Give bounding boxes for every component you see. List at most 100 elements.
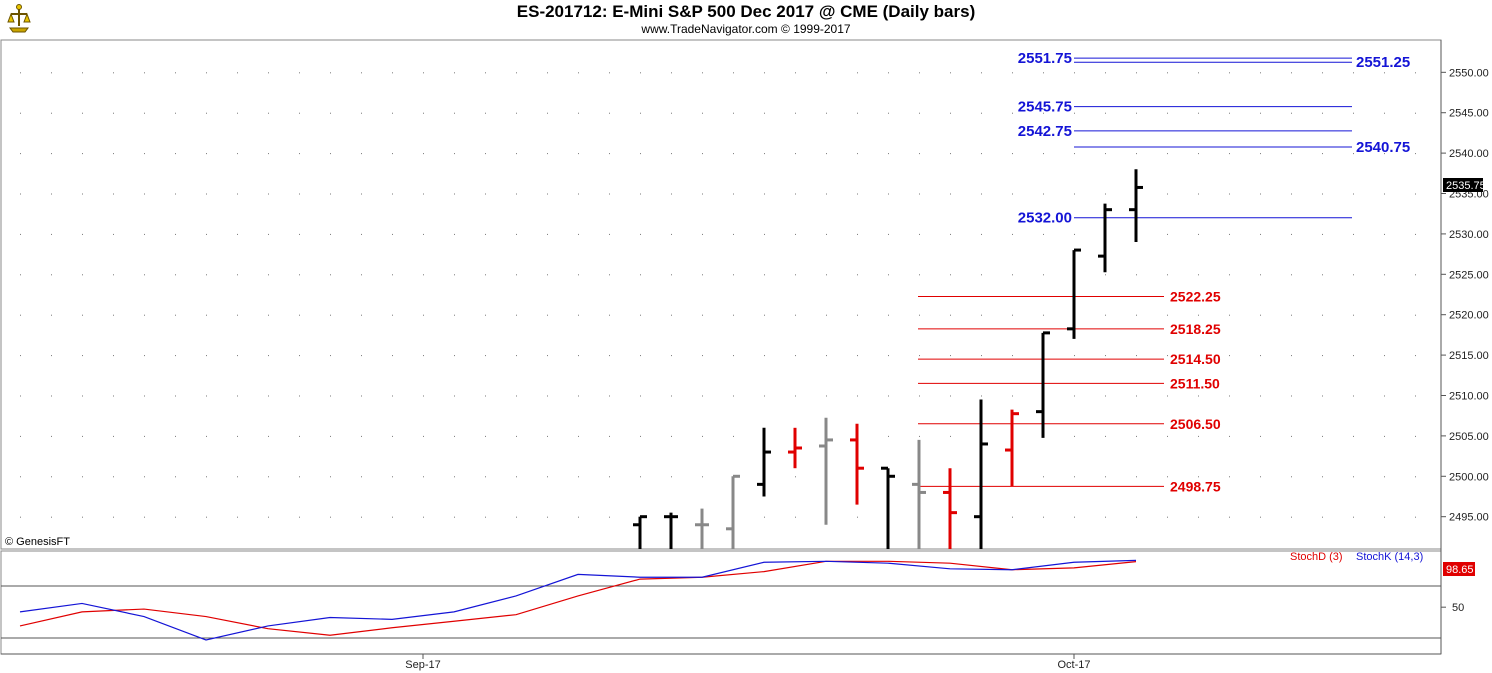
grid-dot (1229, 112, 1230, 114)
grid-dot (919, 314, 920, 316)
grid-dot (144, 112, 145, 114)
grid-dot (671, 395, 672, 397)
grid-dot (299, 516, 300, 518)
grid-dot (51, 435, 52, 437)
grid-dot (1291, 355, 1292, 357)
grid-dot (640, 153, 641, 155)
grid-dot (888, 395, 889, 397)
grid-dot (1322, 395, 1323, 397)
grid-dot (299, 72, 300, 74)
grid-dot (1012, 233, 1013, 235)
grid-dot (1415, 476, 1416, 478)
grid-dot (640, 476, 641, 478)
grid-dot (919, 233, 920, 235)
grid-dot (485, 72, 486, 74)
grid-dot (547, 72, 548, 74)
y-tick-label: 2520.00 (1449, 310, 1489, 322)
grid-dot (361, 274, 362, 276)
grid-dot (82, 274, 83, 276)
grid-dot (919, 355, 920, 357)
grid-dot (1167, 193, 1168, 195)
trade-navigator-logo-icon (2, 2, 36, 34)
grid-dot (857, 314, 858, 316)
grid-dot (423, 435, 424, 437)
grid-dot (640, 72, 641, 74)
grid-dot (609, 435, 610, 437)
grid-dot (547, 395, 548, 397)
grid-dot (1415, 274, 1416, 276)
grid-dot (1229, 516, 1230, 518)
grid-dot (547, 314, 548, 316)
grid-dot (516, 435, 517, 437)
grid-dot (1074, 435, 1075, 437)
grid-dot (981, 193, 982, 195)
grid-dot (702, 435, 703, 437)
grid-dot (609, 516, 610, 518)
grid-dot (1322, 274, 1323, 276)
grid-dot (1043, 314, 1044, 316)
grid-dot (702, 72, 703, 74)
grid-dot (671, 476, 672, 478)
grid-dot (1043, 153, 1044, 155)
grid-dot (82, 153, 83, 155)
grid-dot (485, 112, 486, 114)
grid-dot (857, 395, 858, 397)
grid-dot (1198, 72, 1199, 74)
date-axis-ticks: Sep-17 Oct-17 (405, 654, 1091, 671)
grid-dot (1260, 153, 1261, 155)
grid-dot (144, 193, 145, 195)
grid-dot (578, 355, 579, 357)
grid-dot (1198, 476, 1199, 478)
grid-dot (113, 112, 114, 114)
grid-dot (51, 314, 52, 316)
blue-level-label: 2551.25 (1356, 54, 1410, 71)
grid-dot (20, 72, 21, 74)
last-price-label: 2535.75 (1446, 180, 1486, 192)
grid-dot (1384, 355, 1385, 357)
grid-dot (485, 435, 486, 437)
grid-dot (609, 274, 610, 276)
copyright-label: © GenesisFT (5, 536, 70, 548)
grid-dot (392, 314, 393, 316)
grid-dot (144, 476, 145, 478)
red-level-label: 2511.50 (1170, 375, 1220, 391)
grid-dot (20, 395, 21, 397)
grid-dot (330, 193, 331, 195)
grid-dot (485, 153, 486, 155)
grid-dot (733, 112, 734, 114)
grid-dot (144, 435, 145, 437)
grid-dot (1229, 274, 1230, 276)
grid-dot (1322, 233, 1323, 235)
grid-dot (516, 233, 517, 235)
grid-dot (454, 395, 455, 397)
grid-dot (175, 516, 176, 518)
grid-dot (206, 476, 207, 478)
grid-dot (1415, 72, 1416, 74)
grid-dot (1384, 72, 1385, 74)
grid-dot (1074, 395, 1075, 397)
grid-dot (237, 355, 238, 357)
grid-dot (1198, 355, 1199, 357)
grid-dot (671, 72, 672, 74)
grid-dot (454, 435, 455, 437)
grid-dot (1012, 355, 1013, 357)
grid-dot (237, 274, 238, 276)
grid-dot (950, 112, 951, 114)
y-tick-label: 2505.00 (1449, 431, 1489, 443)
red-level-label: 2506.50 (1170, 416, 1221, 432)
grid-dot (144, 355, 145, 357)
grid-dot (299, 355, 300, 357)
grid-dot (1260, 516, 1261, 518)
grid-dot (237, 233, 238, 235)
y-tick-label: 2530.00 (1449, 229, 1489, 241)
grid-dot (1384, 112, 1385, 114)
grid-dot (609, 476, 610, 478)
grid-dot (206, 274, 207, 276)
grid-dot (671, 112, 672, 114)
grid-dot (578, 233, 579, 235)
grid-dot (516, 395, 517, 397)
x-tick-label: Sep-17 (405, 659, 440, 671)
grid-dot (640, 314, 641, 316)
stochastic-panel (0, 550, 1442, 655)
